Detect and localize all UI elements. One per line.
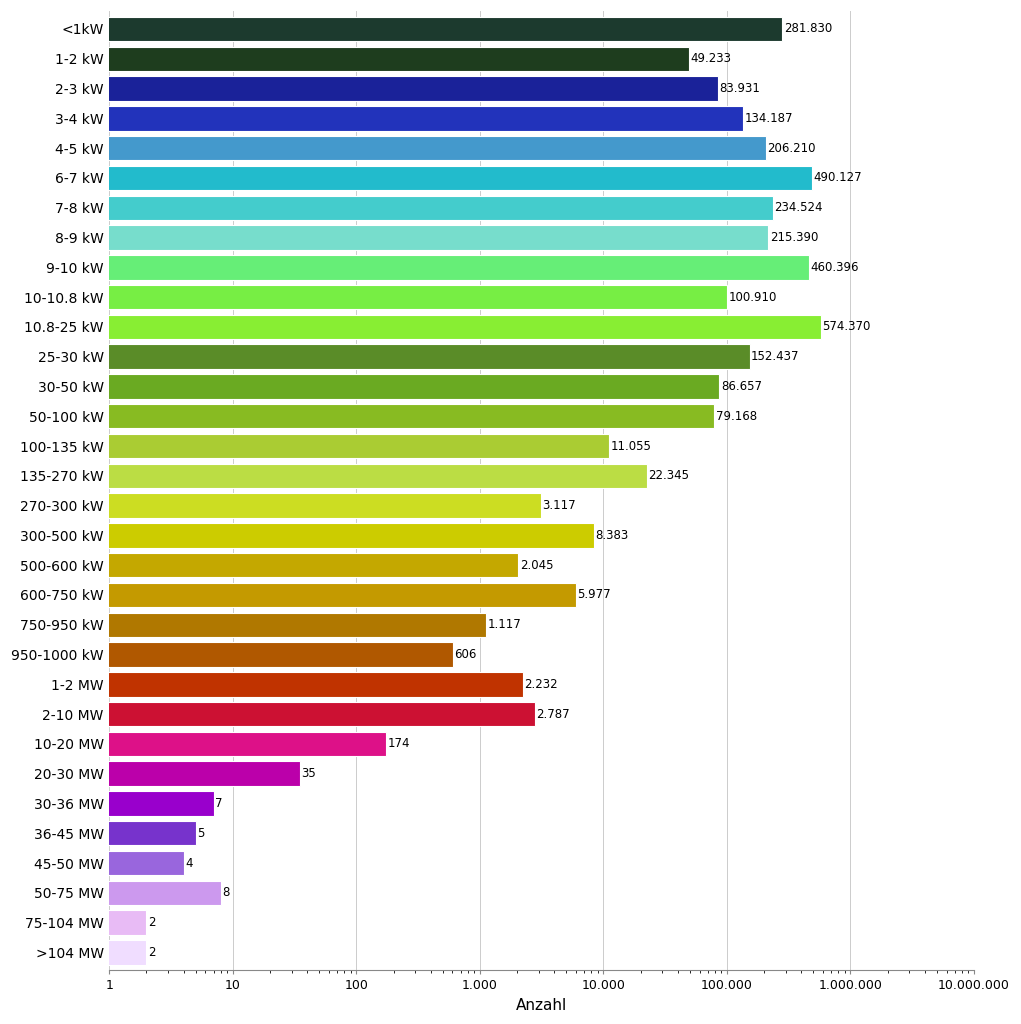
Bar: [0, 732, 386, 756]
Text: 574.370: 574.370: [822, 321, 871, 334]
Text: 86.657: 86.657: [721, 380, 762, 393]
Bar: [0, 851, 184, 876]
Text: 7: 7: [215, 797, 223, 810]
Text: 152.437: 152.437: [751, 350, 799, 364]
Bar: [0, 434, 609, 458]
Bar: [0, 46, 689, 71]
Bar: [0, 166, 812, 190]
Bar: [0, 77, 718, 100]
Bar: [0, 762, 300, 785]
Text: 5: 5: [197, 826, 204, 840]
Text: 174: 174: [388, 737, 410, 751]
Bar: [0, 701, 535, 726]
Bar: [0, 374, 719, 398]
Text: 83.931: 83.931: [719, 82, 760, 95]
Bar: [0, 314, 821, 339]
Bar: [0, 642, 453, 667]
Bar: [0, 553, 519, 578]
Bar: [0, 494, 541, 518]
Bar: [0, 523, 594, 548]
Bar: [0, 16, 782, 41]
Text: 100.910: 100.910: [729, 291, 777, 303]
Text: 8.383: 8.383: [595, 528, 629, 542]
Text: 22.345: 22.345: [648, 469, 689, 482]
Text: 2.232: 2.232: [525, 678, 558, 691]
Text: 134.187: 134.187: [744, 112, 792, 125]
Bar: [0, 196, 773, 220]
Text: 281.830: 281.830: [784, 23, 832, 36]
Bar: [0, 136, 766, 161]
X-axis label: Anzahl: Anzahl: [516, 998, 568, 1013]
Text: 490.127: 490.127: [814, 171, 863, 184]
Text: 234.524: 234.524: [774, 202, 823, 214]
Text: 3.117: 3.117: [542, 499, 576, 512]
Bar: [0, 940, 146, 965]
Bar: [0, 910, 146, 935]
Bar: [0, 612, 486, 637]
Bar: [0, 404, 715, 428]
Bar: [0, 255, 809, 280]
Bar: [0, 821, 196, 846]
Text: 79.168: 79.168: [716, 410, 758, 423]
Text: 49.233: 49.233: [690, 52, 731, 66]
Bar: [0, 285, 727, 309]
Text: 8: 8: [223, 887, 230, 899]
Text: 460.396: 460.396: [811, 261, 859, 273]
Text: 11.055: 11.055: [611, 439, 651, 453]
Text: 1.117: 1.117: [487, 618, 521, 631]
Bar: [0, 106, 742, 131]
Text: 4: 4: [185, 856, 193, 869]
Bar: [0, 344, 749, 369]
Text: 35: 35: [301, 767, 317, 780]
Text: 2.045: 2.045: [520, 559, 553, 571]
Bar: [0, 672, 523, 696]
Bar: [0, 225, 768, 250]
Bar: [0, 792, 213, 816]
Text: 2: 2: [148, 946, 155, 958]
Bar: [0, 583, 576, 607]
Text: 206.210: 206.210: [768, 141, 816, 155]
Bar: [0, 881, 221, 905]
Text: 2: 2: [148, 916, 155, 929]
Bar: [0, 464, 646, 488]
Text: 606: 606: [454, 648, 477, 662]
Text: 5.977: 5.977: [577, 589, 611, 601]
Text: 2.787: 2.787: [536, 708, 570, 721]
Text: 215.390: 215.390: [770, 231, 818, 244]
